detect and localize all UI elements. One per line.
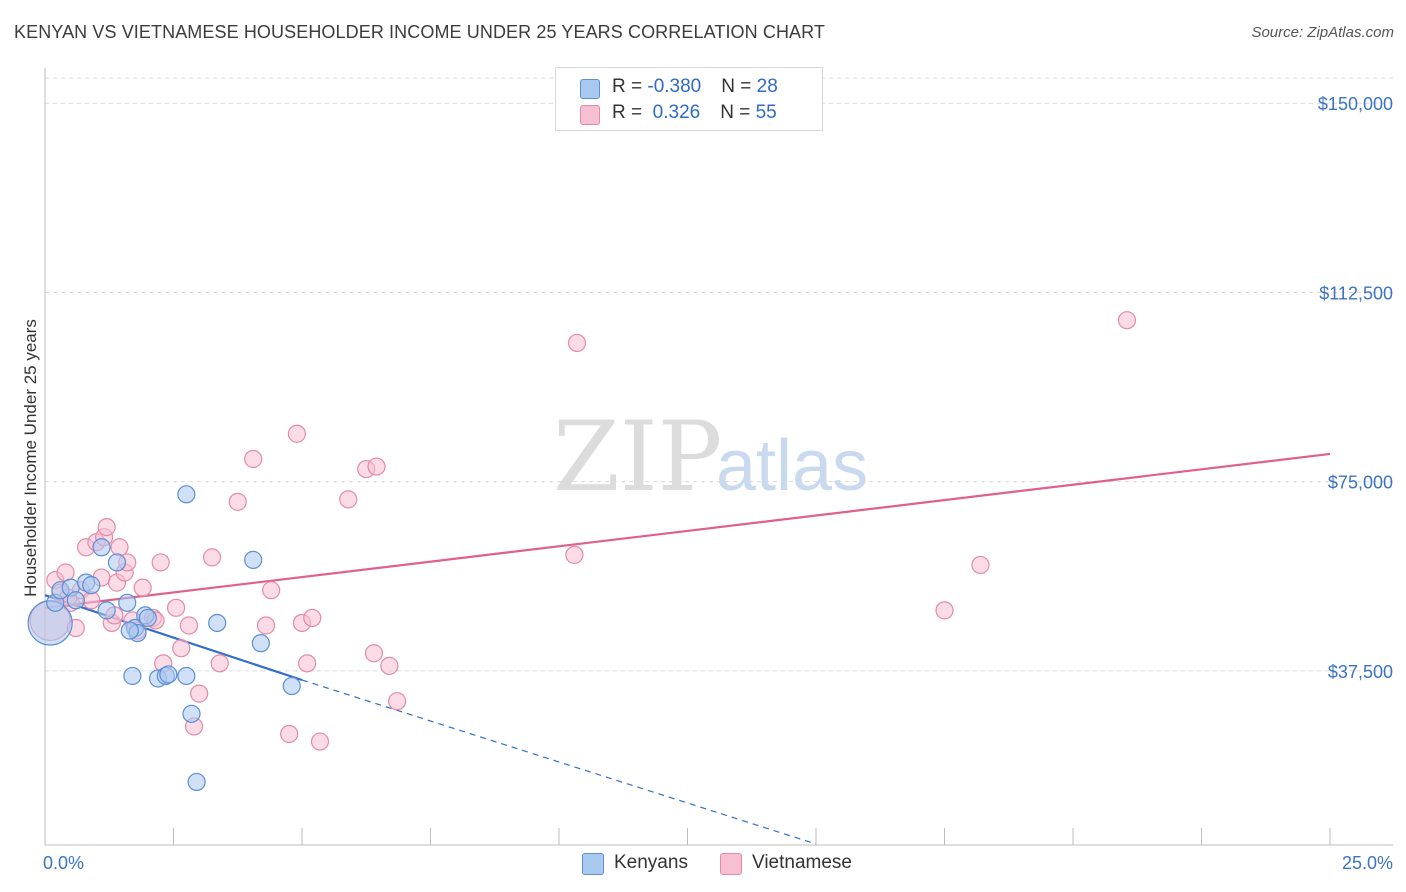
vietnamese-point	[97, 517, 116, 537]
kenyan-swatch	[580, 79, 600, 99]
vietnamese-point	[110, 538, 129, 557]
kenyan-n-label: N =	[721, 76, 757, 97]
y-axis-title: Householder Income Under 25 years	[21, 319, 40, 597]
vietnamese-point	[567, 333, 587, 353]
vietnamese-point	[82, 591, 101, 610]
x-tick-label-max: 25.0%	[1342, 853, 1393, 873]
kenyans-legend-label: Kenyans	[614, 852, 688, 873]
kenyan-r-label: R =	[612, 76, 648, 97]
kenyans-point	[97, 601, 116, 620]
kenyans-point	[66, 591, 85, 610]
vietnamese-point	[210, 654, 229, 673]
viet-r-label: R =	[612, 102, 648, 123]
vietnamese-point	[971, 555, 990, 575]
vietnamese-point	[287, 424, 306, 443]
vietnamese-point	[172, 639, 191, 658]
vietnamese-point	[151, 553, 170, 572]
trend-lines	[44, 452, 1331, 845]
watermark-atlas: atlas	[716, 426, 868, 506]
watermark-zip: ZIP	[553, 401, 722, 513]
kenyans-point	[82, 576, 101, 595]
vietnamese-point	[133, 578, 152, 597]
kenyans-legend-swatch	[582, 853, 604, 875]
source-label: Source: ZipAtlas.com	[1251, 24, 1394, 41]
chart-title: KENYAN VS VIETNAMESE HOUSEHOLDER INCOME …	[14, 22, 826, 42]
vietnamese-swatch	[580, 105, 600, 125]
vietnamese-point	[202, 548, 222, 567]
kenyans-point	[177, 485, 196, 504]
kenyans-point	[159, 665, 178, 684]
vietnamese-point	[298, 654, 317, 673]
vietnamese-point	[565, 545, 584, 564]
vietnamese-point	[367, 457, 386, 476]
vietnamese-trend-line	[44, 452, 1331, 609]
axes	[44, 68, 1393, 846]
kenyans-point	[123, 666, 142, 686]
vietnamese-point	[339, 490, 358, 509]
kenyans-point	[251, 634, 270, 653]
kenyans-trend-line	[44, 594, 303, 682]
vietnamese-point	[256, 616, 276, 635]
vietnamese-point	[244, 449, 263, 469]
vietnamese-point	[179, 616, 199, 635]
vietnamese-point	[228, 492, 247, 511]
data-points	[27, 311, 1137, 792]
gridlines	[45, 77, 1393, 672]
kenyans-trend-extension	[301, 679, 817, 845]
vietnamese-point	[364, 644, 384, 663]
vietnamese-point	[1117, 311, 1137, 330]
kenyans-point	[118, 593, 137, 612]
viet-n-value: 55	[755, 102, 777, 123]
vietnamese-point	[303, 608, 322, 628]
kenyans-point	[107, 553, 127, 572]
kenyans-point	[208, 613, 227, 633]
vietnamese-point	[166, 598, 186, 617]
y-tick-label: $112,500	[1319, 283, 1393, 303]
y-tick-labels: $37,500 $75,000 $112,500 $150,000	[1318, 94, 1393, 682]
vietnamese-point	[935, 601, 954, 620]
y-tick-label: $150,000	[1318, 94, 1393, 114]
kenyans-point	[187, 772, 206, 792]
kenyans-point	[177, 666, 196, 686]
kenyans-point	[138, 608, 157, 628]
vietnamese-legend-swatch	[720, 853, 742, 875]
x-tick-label-min: 0.0%	[43, 853, 84, 873]
vietnamese-point	[380, 656, 399, 675]
y-tick-label: $37,500	[1328, 662, 1393, 682]
kenyans-point	[92, 538, 111, 557]
kenyans-point	[244, 550, 263, 569]
vietnamese-point	[56, 563, 75, 582]
vietnamese-point	[190, 684, 209, 703]
kenyan-r-value: -0.380	[647, 76, 702, 97]
kenyans-point	[120, 621, 139, 640]
correlation-legend: R = -0.380 N = 28 R = 0.326 N = 55	[555, 67, 823, 131]
vietnamese-point	[310, 732, 330, 751]
kenyans-point	[282, 676, 301, 696]
y-tick-label: $75,000	[1328, 473, 1393, 493]
viet-r-value: 0.326	[647, 102, 701, 123]
kenyan-n-value: 28	[756, 76, 778, 97]
vietnamese-point	[387, 692, 407, 711]
vietnamese-point	[280, 724, 299, 744]
vietnamese-point	[262, 581, 281, 600]
vietnamese-legend-label: Vietnamese	[752, 852, 852, 873]
viet-n-label: N =	[720, 102, 756, 123]
kenyans-point	[182, 704, 201, 723]
